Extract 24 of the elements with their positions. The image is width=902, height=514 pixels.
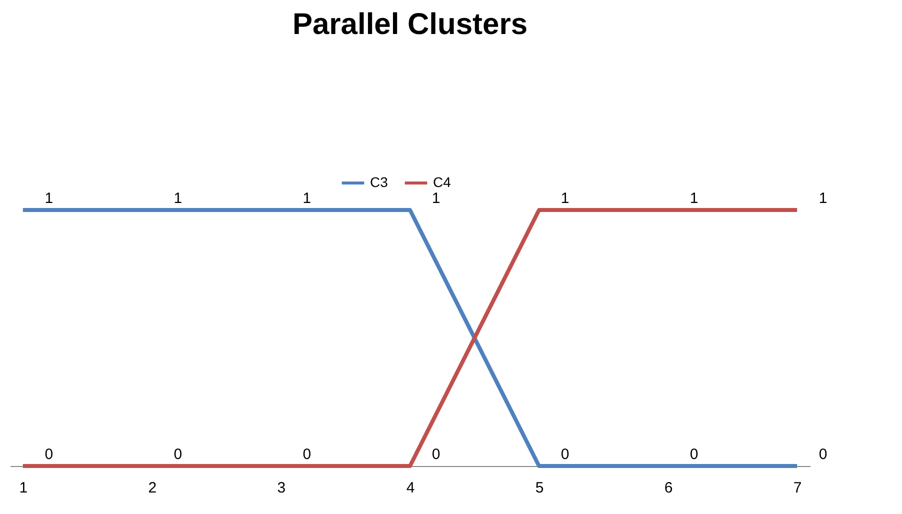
data-label: 0 [302,446,312,463]
legend-label: C4 [433,174,452,190]
data-label: 1 [302,190,312,207]
legend-label: C3 [370,174,388,190]
data-label: 1 [690,190,698,207]
data-label: 1 [818,190,828,207]
x-tick-label: 6 [664,480,673,496]
data-label: 1 [560,190,570,207]
x-tick-label: 1 [19,480,28,496]
chart-title: Parallel Clusters [292,8,528,41]
data-label: 0 [818,446,828,463]
data-label: 0 [432,446,440,463]
data-label: 0 [690,446,698,463]
x-tick-label: 5 [535,480,544,496]
x-tick-label: 4 [406,480,415,496]
data-label: 1 [174,190,182,207]
data-label: 0 [560,446,570,463]
x-tick-label: 2 [148,480,157,496]
x-tick-label: 3 [277,480,286,496]
data-label: 0 [44,446,54,463]
data-label: 1 [44,190,54,207]
data-label: 0 [174,446,182,463]
x-tick-label: 7 [793,480,802,496]
data-label: 1 [432,190,440,207]
